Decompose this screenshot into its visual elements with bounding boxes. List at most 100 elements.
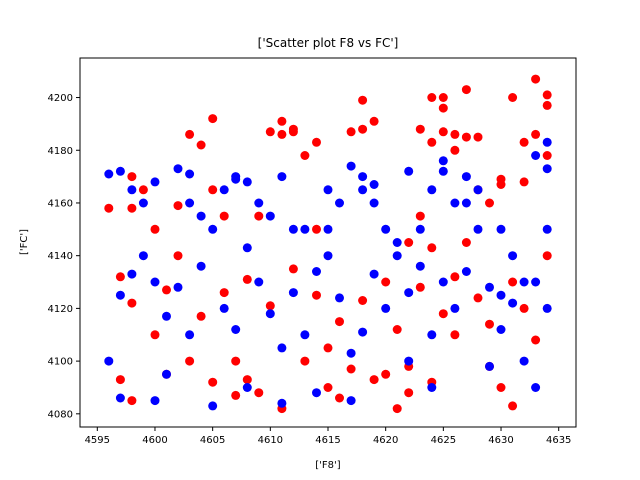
chart-title: ['Scatter plot F8 vs FC'] — [258, 36, 399, 50]
data-point — [381, 224, 391, 234]
data-point — [415, 211, 425, 221]
data-point — [127, 185, 137, 195]
data-point — [450, 330, 460, 340]
data-point — [358, 95, 368, 105]
data-point — [531, 129, 541, 139]
data-point — [219, 185, 229, 195]
data-point — [288, 288, 298, 298]
data-point — [312, 290, 321, 300]
data-point — [542, 251, 552, 261]
points-layer — [104, 74, 552, 414]
data-point — [346, 348, 356, 358]
data-point — [438, 156, 448, 166]
data-point — [335, 393, 344, 403]
data-point — [346, 127, 356, 137]
x-tick-label: 4630 — [488, 435, 513, 446]
data-point — [519, 356, 529, 366]
data-point — [438, 103, 448, 113]
x-tick-label: 4635 — [546, 435, 571, 446]
data-point — [508, 277, 518, 287]
x-tick-label: 4620 — [373, 435, 398, 446]
data-point — [461, 132, 471, 142]
data-point — [150, 177, 160, 187]
y-tick-label: 4140 — [48, 251, 73, 262]
data-point — [265, 309, 275, 319]
data-point — [277, 172, 287, 182]
data-point — [242, 383, 252, 392]
data-point — [254, 198, 264, 208]
data-point — [231, 325, 241, 334]
data-point — [531, 74, 541, 84]
data-point — [508, 298, 518, 308]
data-point — [312, 137, 321, 147]
data-point — [450, 303, 460, 313]
data-point — [196, 140, 206, 150]
data-point — [542, 100, 552, 110]
data-point — [438, 309, 448, 319]
data-point — [208, 401, 218, 411]
data-point — [542, 303, 552, 313]
data-point — [496, 174, 506, 184]
data-point — [162, 285, 171, 295]
data-point — [358, 296, 368, 305]
data-point — [300, 356, 310, 366]
data-point — [381, 369, 391, 379]
data-point — [369, 116, 379, 126]
data-point — [427, 330, 437, 340]
data-point — [461, 172, 471, 182]
x-tick-label: 4615 — [315, 435, 340, 446]
data-point — [369, 375, 379, 385]
data-point — [196, 311, 206, 321]
data-point — [323, 383, 333, 392]
data-point — [438, 127, 448, 137]
data-point — [115, 272, 125, 282]
data-point — [415, 282, 425, 292]
data-point — [427, 243, 437, 253]
data-point — [542, 137, 552, 147]
data-point — [115, 290, 125, 300]
data-point — [185, 198, 195, 208]
data-point — [173, 282, 183, 292]
data-point — [461, 198, 471, 208]
y-axis-ticks: 4080 4100 4120 4140 4160 4180 4200 — [48, 93, 80, 420]
data-point — [104, 203, 114, 213]
data-point — [173, 251, 183, 261]
y-axis-label: ['FC'] — [19, 229, 30, 255]
data-point — [335, 198, 344, 208]
data-point — [150, 224, 160, 234]
data-point — [358, 124, 368, 134]
data-point — [450, 129, 460, 139]
data-point — [358, 327, 368, 337]
data-point — [392, 251, 402, 261]
data-point — [438, 277, 448, 287]
data-point — [127, 269, 137, 279]
data-point — [127, 172, 137, 182]
data-point — [473, 185, 483, 195]
data-point — [531, 151, 541, 160]
data-point — [392, 238, 402, 247]
x-axis-label: ['F8'] — [315, 460, 341, 471]
data-point — [485, 198, 494, 208]
data-point — [323, 224, 333, 234]
data-point — [450, 145, 460, 155]
data-point — [277, 398, 287, 408]
data-point — [519, 277, 529, 287]
data-point — [173, 164, 183, 174]
data-point — [300, 330, 310, 340]
data-point — [219, 303, 229, 313]
data-point — [312, 224, 321, 234]
data-point — [312, 267, 321, 276]
data-point — [381, 277, 391, 287]
data-point — [542, 164, 552, 174]
data-point — [427, 93, 437, 102]
data-point — [104, 169, 114, 179]
data-point — [508, 93, 518, 102]
y-tick-label: 4180 — [48, 146, 73, 157]
data-point — [138, 251, 148, 261]
data-point — [358, 185, 368, 195]
data-point — [531, 383, 541, 392]
data-point — [115, 375, 125, 385]
data-point — [473, 293, 483, 303]
data-point — [185, 356, 195, 366]
